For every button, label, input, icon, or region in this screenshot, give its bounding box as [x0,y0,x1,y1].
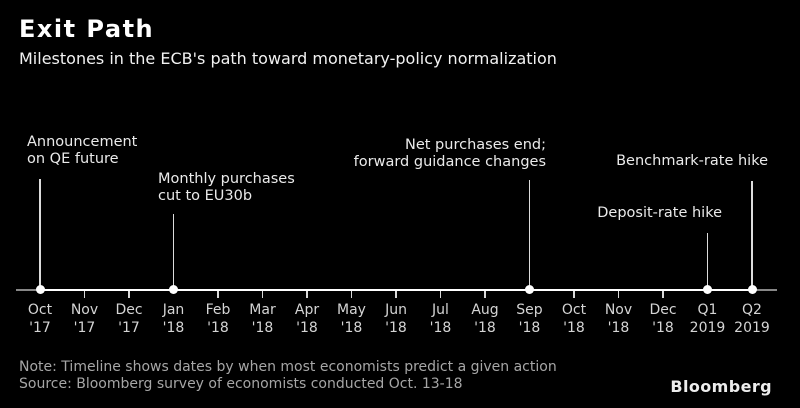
axis-tick-label: Nov '18 [604,302,633,336]
axis-tick [617,291,620,298]
axis-tick [662,291,664,298]
axis-tick-label: Feb '18 [205,302,231,336]
annotation-qe-announcement: Announcement on QE future [27,134,138,167]
axis-tick [573,291,575,298]
page-subtitle: Milestones in the ECB's path toward mone… [19,49,557,68]
axis-tick-label: Apr '18 [294,302,320,336]
axis-tick-label: Jan '18 [162,302,185,336]
axis-tick [439,291,442,298]
axis-tick [395,291,397,298]
axis-tick-label: Dec '17 [115,302,143,336]
axis-tick-label: Oct '17 [27,302,53,336]
chart-note: Note: Timeline shows dates by when most … [19,359,557,375]
axis-tick-label: Nov '17 [70,302,99,336]
axis-baseline [39,288,753,291]
axis-tick-label: Sep '18 [516,302,543,336]
milestone-dot [747,285,757,294]
annotation-connector-line [706,233,709,290]
annotation-connector-line [528,180,531,290]
axis-tick-label: May '18 [337,302,366,336]
milestone-dot [35,285,45,294]
axis-tick [217,291,219,298]
annotation-net-purchases-end: Net purchases end; forward guidance chan… [353,137,546,170]
annotation-connector-line [172,214,175,290]
axis-tick [484,291,486,298]
axis-tick [261,291,264,298]
axis-tick [306,291,308,298]
annotation-deposit-rate-hike: Deposit-rate hike [597,205,722,221]
milestone-dot [169,285,178,294]
annotation-benchmark-rate-hike: Benchmark-rate hike [616,153,768,169]
annotation-connector-line [39,179,41,290]
axis-tick [128,291,130,298]
axis-tick-label: Dec '18 [649,302,677,336]
annotation-connector-line [751,181,753,290]
bloomberg-logo: Bloomberg [670,377,772,396]
axis-tick-label: Jun '18 [385,302,407,336]
axis-tick [83,291,86,298]
axis-tick-label: Aug '18 [471,302,499,336]
axis-tick-label: Q2 2019 [734,302,770,336]
axis-tick-label: Mar '18 [249,302,276,336]
page-title: Exit Path [19,15,155,43]
annotation-monthly-purchases: Monthly purchases cut to EU30b [158,171,295,204]
milestone-dot [525,285,534,294]
axis-tick-label: Q1 2019 [689,302,726,336]
milestone-dot [703,285,712,294]
axis-tick-label: Oct '18 [561,302,587,336]
chart-source: Source: Bloomberg survey of economists c… [19,376,463,392]
axis-tick [350,291,353,298]
axis-tick-label: Jul '18 [429,302,452,336]
